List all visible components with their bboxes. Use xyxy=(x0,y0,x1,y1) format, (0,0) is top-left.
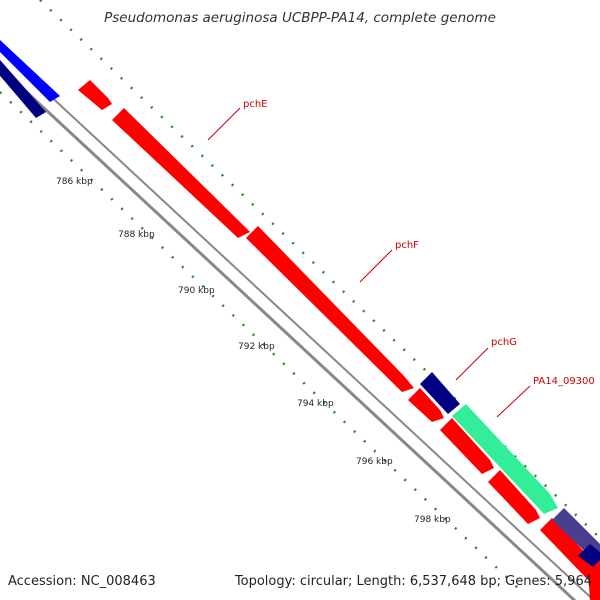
feature-red-lower-2[interactable] xyxy=(440,418,494,474)
gene-pchE[interactable] xyxy=(112,108,250,238)
gene-pchG[interactable] xyxy=(420,372,460,414)
genome-backbone xyxy=(0,47,596,600)
feature-red-lower-1[interactable] xyxy=(408,388,444,422)
gene-label-PA14_09300: PA14_09300 xyxy=(533,376,595,387)
feature-red-corner[interactable] xyxy=(588,560,600,600)
tick-label: 794 kbp xyxy=(297,399,334,409)
accession-text: Accession: NC_008463 xyxy=(8,574,156,589)
outer-ruler xyxy=(39,0,600,539)
feature-blue-upper[interactable] xyxy=(0,40,60,102)
feature-navy-upper[interactable] xyxy=(0,60,46,118)
tick-label: 786 kbp xyxy=(56,177,93,187)
feature-red-small[interactable] xyxy=(78,80,112,110)
tick-label: 788 kbp xyxy=(118,230,155,240)
tick-label: 792 kbp xyxy=(238,342,275,352)
tick-label: 798 kbp xyxy=(414,515,451,525)
gene-label-pchG: pchG xyxy=(491,337,517,348)
gene-pchF[interactable] xyxy=(246,226,414,392)
genome-summary-text: Topology: circular; Length: 6,537,648 bp… xyxy=(234,574,592,589)
feature-red-lower-3[interactable] xyxy=(488,470,540,524)
tick-label: 796 kbp xyxy=(356,457,393,467)
gene-PA14_09300[interactable] xyxy=(452,404,558,514)
tick-label: 790 kbp xyxy=(178,286,215,296)
gene-label-pchF: pchF xyxy=(395,240,419,251)
genome-title: Pseudomonas aeruginosa UCBPP-PA14, compl… xyxy=(104,10,496,26)
gene-label-pchE: pchE xyxy=(243,99,268,110)
feature-navy-lower[interactable] xyxy=(578,544,600,572)
gene-label-lines xyxy=(207,107,531,418)
feature-red-lower-4[interactable] xyxy=(540,518,600,590)
